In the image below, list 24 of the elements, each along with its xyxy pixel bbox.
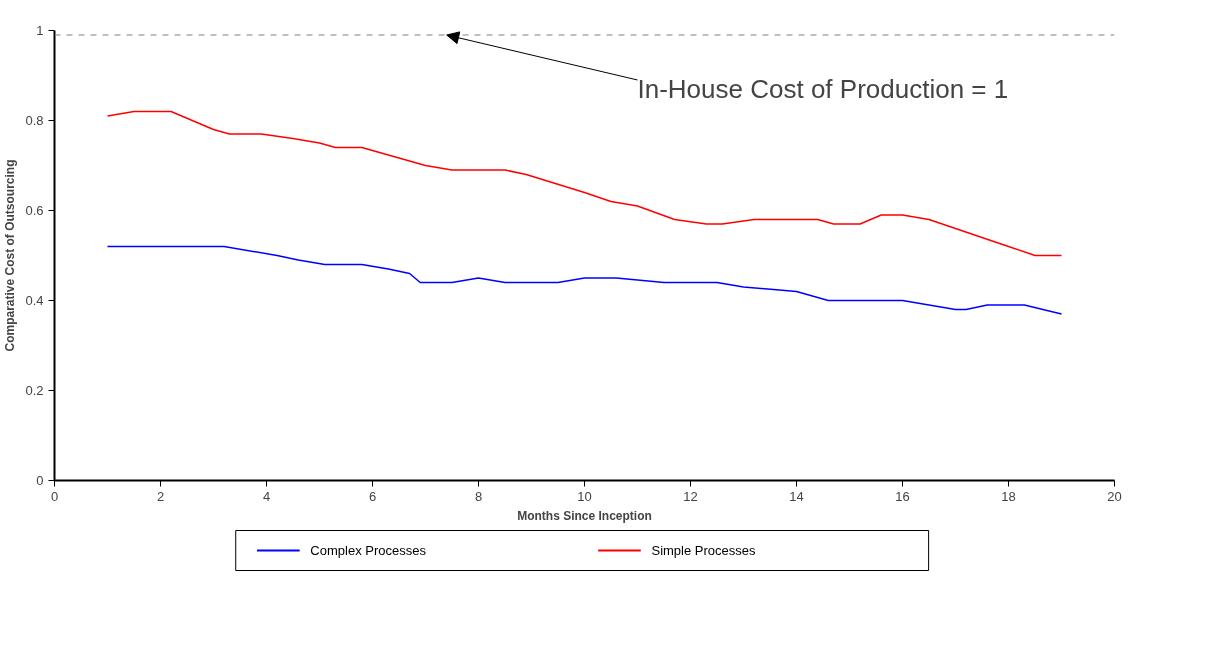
x-tick-label: 10: [577, 488, 592, 504]
x-tick-label: 6: [368, 488, 377, 504]
y-tick-label: 0.2: [25, 383, 44, 398]
x-tick-label: 2: [156, 488, 165, 504]
line-series: [106, 110, 1063, 257]
legend-label: Complex Processes: [310, 543, 427, 558]
line-series: [106, 245, 1063, 315]
x-tick-label: 4: [262, 488, 271, 504]
y-tick-label: 0.6: [25, 203, 44, 218]
annotation: In-House Cost of Production = 1: [637, 74, 1009, 104]
legend-label: Simple Processes: [651, 543, 756, 558]
x-tick-label: 20: [1107, 488, 1122, 504]
x-axis-title: Months Since Inception: [517, 508, 652, 523]
x-tick-label: 0: [50, 488, 59, 504]
y-tick-label: 0.4: [25, 293, 44, 308]
y-tick-label: 0.8: [25, 113, 44, 128]
x-tick-label: 18: [1001, 488, 1016, 504]
y-axis-title: Comparative Cost of Outsourcing: [3, 159, 18, 352]
x-tick-label: 16: [895, 488, 910, 504]
x-tick-label: 8: [474, 488, 483, 504]
y-tick-label: 1: [36, 23, 44, 38]
y-tick-label: 0: [36, 473, 44, 488]
x-tick-label: 14: [789, 488, 804, 504]
x-tick-label: 12: [683, 488, 698, 504]
